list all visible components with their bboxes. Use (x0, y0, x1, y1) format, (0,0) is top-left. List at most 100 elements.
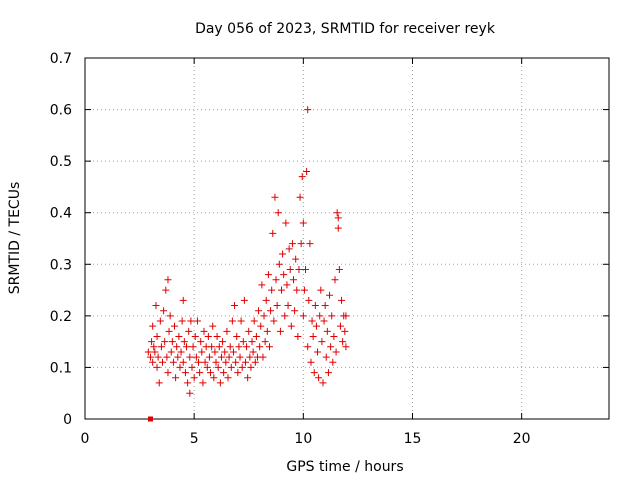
data-point (268, 286, 276, 294)
data-point (322, 353, 330, 361)
data-point (238, 363, 246, 371)
data-point (217, 353, 225, 361)
data-point (232, 358, 240, 366)
data-point (287, 322, 295, 330)
data-point (211, 348, 219, 356)
data-point (271, 193, 279, 201)
x-tick-label: 20 (513, 431, 531, 447)
data-point (255, 307, 263, 315)
y-tick-label: 0.2 (50, 309, 72, 325)
data-point (304, 343, 312, 351)
data-point (283, 281, 291, 289)
data-point (241, 358, 249, 366)
data-point (216, 379, 224, 387)
data-point (239, 338, 247, 346)
data-point (274, 209, 282, 217)
data-point (144, 348, 152, 356)
data-point (282, 219, 290, 227)
data-point (247, 363, 255, 371)
data-point (175, 332, 183, 340)
data-point (298, 173, 306, 181)
data-point (204, 332, 212, 340)
data-point (153, 363, 161, 371)
data-point (304, 106, 312, 114)
data-point (181, 369, 189, 377)
data-point (184, 379, 192, 387)
data-point (281, 312, 289, 320)
data-point (288, 240, 296, 248)
data-point (233, 332, 241, 340)
data-point (156, 317, 164, 325)
data-point (324, 369, 332, 377)
chart-title: Day 056 of 2023, SRMTID for receiver rey… (195, 21, 496, 37)
data-point (333, 209, 341, 217)
data-point (334, 214, 342, 222)
x-axis: 0 5 10 15 20 (81, 58, 531, 447)
data-point (326, 291, 334, 299)
data-point (192, 353, 200, 361)
data-point (198, 348, 206, 356)
data-point (234, 369, 242, 377)
data-point (306, 240, 314, 248)
data-point (186, 389, 194, 397)
data-point (172, 374, 180, 382)
y-axis: 0 0.1 0.2 0.3 0.4 0.5 0.6 0.7 (50, 51, 609, 428)
data-point (189, 343, 197, 351)
data-point (187, 317, 195, 325)
data-point (240, 296, 248, 304)
data-point (199, 379, 207, 387)
data-point (310, 369, 318, 377)
data-point (150, 343, 158, 351)
data-point (331, 276, 339, 284)
data-point (177, 348, 185, 356)
data-point (160, 307, 168, 315)
data-point (169, 358, 177, 366)
data-point (321, 302, 329, 310)
data-point (332, 348, 340, 356)
data-point (207, 369, 215, 377)
data-point (307, 358, 315, 366)
data-point (292, 255, 300, 263)
data-point (312, 322, 320, 330)
data-point (151, 348, 159, 356)
data-point (299, 219, 307, 227)
data-point (227, 363, 235, 371)
data-point (149, 322, 157, 330)
data-point (165, 327, 173, 335)
data-point (262, 296, 270, 304)
data-point (203, 363, 211, 371)
data-point (226, 343, 234, 351)
data-point (293, 286, 301, 294)
data-point (173, 343, 181, 351)
data-point (209, 322, 217, 330)
data-point (335, 265, 343, 273)
data-point (237, 317, 245, 325)
data-point (148, 338, 156, 346)
data-point (223, 327, 231, 335)
x-axis-label: GPS time / hours (286, 459, 403, 475)
data-point (221, 348, 229, 356)
data-point (285, 245, 293, 253)
data-point (178, 317, 186, 325)
x-tick-label: 0 (81, 431, 90, 447)
data-point (191, 332, 199, 340)
data-point (329, 358, 337, 366)
data-point (244, 374, 252, 382)
data-point (167, 348, 175, 356)
y-tick-label: 0 (63, 412, 72, 428)
data-point (153, 332, 161, 340)
data-point (314, 348, 322, 356)
data-point (183, 343, 191, 351)
data-point (164, 276, 172, 284)
scatter-series (144, 106, 350, 422)
data-point (295, 265, 303, 273)
data-point (330, 332, 338, 340)
data-point (195, 358, 203, 366)
data-point (272, 276, 280, 284)
data-point (219, 338, 227, 346)
data-point (302, 265, 310, 273)
data-point (251, 358, 259, 366)
data-point (220, 369, 228, 377)
data-point (248, 338, 256, 346)
